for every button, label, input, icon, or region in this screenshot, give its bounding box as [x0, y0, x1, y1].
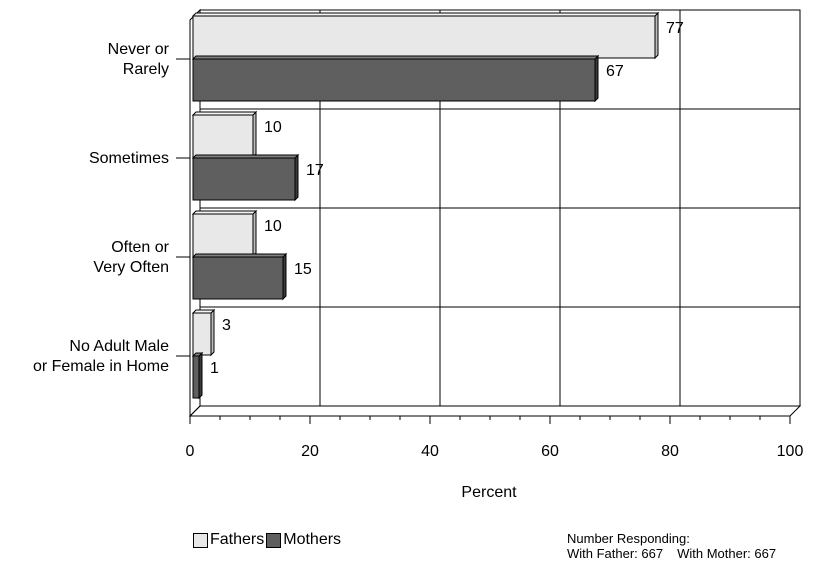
value-label: 15: [294, 261, 312, 278]
category-labels: Never or Rarely Sometimes Often or Very Ofte…: [33, 41, 190, 375]
note-counts: With Father: 667 With Mother: 667: [567, 546, 790, 561]
value-label: 1: [210, 360, 219, 377]
bar-mothers: [192, 355, 200, 399]
mothers-swatch: [266, 532, 282, 548]
bars: [191, 11, 660, 400]
bar-mothers: [192, 58, 596, 102]
note-mother: With Mother: 667: [677, 546, 777, 561]
x-tick-label: 0: [186, 443, 195, 460]
bar-fathers: [192, 312, 212, 356]
bar-mothers: [192, 157, 296, 201]
x-tick-label: 60: [541, 443, 559, 460]
legend-item-mothers: Mothers: [266, 531, 341, 549]
legend: Fathers Mothers: [193, 531, 343, 549]
legend-label-fathers: Fathers: [210, 531, 265, 548]
respondents-note: Number Responding: With Father: 667 With …: [567, 531, 790, 561]
bar-mothers: [192, 256, 284, 300]
value-label: 3: [222, 317, 231, 334]
value-label: 77: [666, 20, 684, 37]
value-label: 17: [306, 162, 324, 179]
category-label: Never or Rarely: [108, 41, 170, 78]
value-label: 10: [264, 119, 282, 136]
note-father: With Father: 667: [567, 546, 664, 561]
value-label: 10: [264, 218, 282, 235]
x-tick-label: 20: [301, 443, 319, 460]
fathers-swatch: [193, 532, 208, 548]
note-title: Number Responding:: [567, 531, 690, 546]
x-tick-label: 40: [421, 443, 439, 460]
x-tick-label: 80: [661, 443, 679, 460]
bar-fathers: [192, 114, 254, 158]
plot-floor: [188, 405, 802, 417]
value-labels: 77 67 10 17 10 15 3 1: [210, 20, 684, 377]
x-axis: 0 20 40 60 80 100: [186, 415, 804, 460]
bar-fathers: [192, 213, 254, 257]
x-axis-title: Percent: [461, 484, 517, 501]
value-label: 67: [606, 63, 624, 80]
legend-label-mothers: Mothers: [283, 531, 342, 548]
category-label: No Adult Male or Female in Home: [33, 338, 169, 375]
bar-chart: Never or Rarely Sometimes Often or Very Ofte…: [33, 8, 804, 501]
x-tick-label: 100: [777, 443, 804, 460]
category-label: Sometimes: [89, 150, 169, 167]
legend-item-fathers: Fathers: [193, 531, 264, 549]
bar-fathers: [192, 15, 656, 59]
category-label: Often or Very Often: [93, 239, 169, 276]
